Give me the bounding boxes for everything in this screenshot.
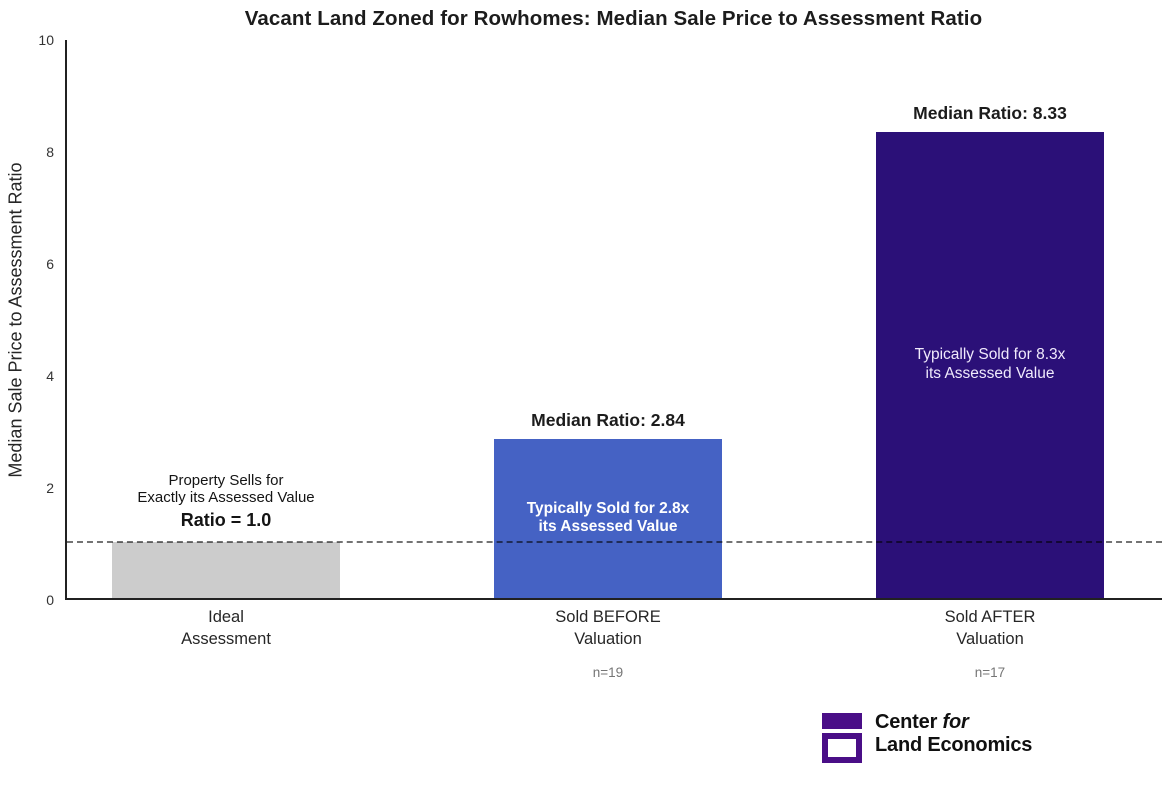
logo-icon [822,713,862,763]
x-tick-line: Valuation [956,629,1024,648]
x-tick-line: Sold AFTER [944,608,1036,626]
y-tick-label: 0 [46,592,54,608]
annotation-line: Property Sells for [168,472,284,489]
x-tick-sold-after: Sold AFTER Valuation [840,607,1140,650]
bar-group-sold-before: Median Ratio: 2.84 Typically Sold for 2.… [494,40,722,598]
x-tick-sold-before: Sold BEFORE Valuation [458,607,758,650]
logo-icon-outline-box [822,733,862,763]
logo-text: Center for Land Economics [875,711,1032,757]
y-tick-label: 4 [46,368,54,384]
bar-ideal-assessment [112,542,340,598]
x-tick-line: Valuation [574,629,642,648]
bar-sold-after-valuation: Typically Sold for 8.3x its Assessed Val… [876,131,1104,598]
bar-inside-line: its Assessed Value [925,364,1055,382]
center-for-land-economics-logo: Center for Land Economics [822,711,1032,763]
reference-line [67,541,1162,543]
median-ratio-label-after: Median Ratio: 8.33 [780,103,1162,124]
bar-inside-line: Typically Sold for 2.8x [526,499,690,517]
y-tick-label: 8 [46,144,54,160]
bar-inside-label: Typically Sold for 8.3x its Assessed Val… [915,346,1066,383]
y-tick-label: 10 [38,32,54,48]
median-ratio-label-before: Median Ratio: 2.84 [398,410,818,431]
x-tick-line: Sold BEFORE [555,608,661,626]
x-tick-line: Assessment [181,629,271,648]
annotation-ratio-value: Ratio = 1.0 [180,510,272,530]
y-tick-label: 2 [46,480,54,496]
bar-group-ideal-assessment: Property Sells for Exactly its Assessed … [112,40,340,598]
bar-group-sold-after: Median Ratio: 8.33 Typically Sold for 8.… [876,40,1104,598]
median-ratio-text: Median Ratio: 2.84 [531,409,685,430]
bar-inside-line: Typically Sold for 8.3x [914,346,1066,364]
bar-inside-label: Typically Sold for 2.8x its Assessed Val… [527,500,690,537]
bar-inside-line: its Assessed Value [538,518,678,536]
y-tick-label: 6 [46,256,54,272]
sample-size-before: n=19 [592,665,624,680]
bar-annotation-ideal: Property Sells for Exactly its Assessed … [16,472,436,531]
sample-size-after: n=17 [974,665,1006,680]
logo-icon-top-bar [822,713,862,729]
logo-line-1: Center for [875,711,969,733]
logo-line-2: Land Economics [875,734,1033,756]
annotation-line: Exactly its Assessed Value [137,488,315,506]
median-ratio-text: Median Ratio: 8.33 [913,102,1067,123]
y-axis-label: Median Sale Price to Assessment Ratio [5,162,26,478]
x-tick-line: Ideal [208,608,244,626]
plot-area: Property Sells for Exactly its Assessed … [65,40,1162,600]
bar-sold-before-valuation: Typically Sold for 2.8x its Assessed Val… [494,438,722,598]
x-tick-ideal-assessment: Ideal Assessment [76,607,376,650]
chart-title: Vacant Land Zoned for Rowhomes: Median S… [244,7,983,30]
logo-for-italic: for [942,711,969,733]
